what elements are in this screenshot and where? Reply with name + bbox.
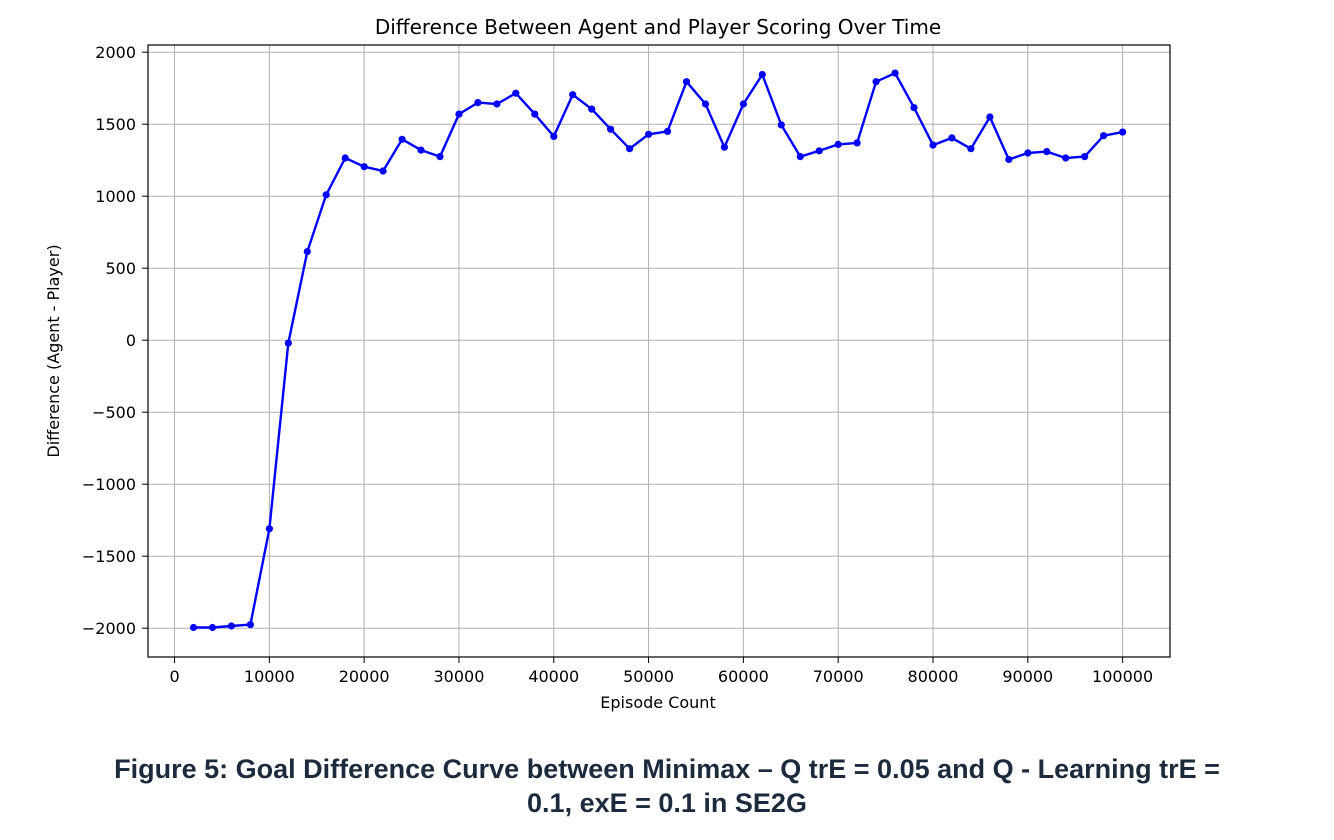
data-point — [550, 132, 558, 140]
data-point — [436, 153, 444, 161]
data-point — [777, 121, 785, 129]
x-tick-label: 60000 — [718, 667, 769, 686]
x-tick-label: 70000 — [813, 667, 864, 686]
data-point — [986, 113, 994, 121]
data-point — [189, 623, 198, 632]
data-point — [834, 140, 842, 148]
caption-line-2: 0.1, exE = 0.1 in SE2G — [527, 788, 807, 818]
data-point — [246, 621, 254, 629]
data-point — [645, 130, 653, 138]
x-tick-label: 30000 — [434, 667, 485, 686]
chart-title: Difference Between Agent and Player Scor… — [375, 15, 941, 39]
data-point — [284, 339, 292, 347]
x-tick-label: 100000 — [1092, 667, 1153, 686]
y-tick-label: 0 — [126, 331, 136, 350]
x-tick-label: 40000 — [528, 667, 579, 686]
data-point — [1062, 154, 1070, 162]
data-point — [569, 91, 577, 99]
y-tick-label: −1500 — [82, 547, 136, 566]
data-point — [341, 154, 349, 162]
data-point — [682, 78, 691, 86]
x-tick-label: 10000 — [244, 667, 295, 686]
x-tick-label: 20000 — [339, 667, 390, 686]
data-point — [701, 100, 710, 108]
data-point — [1100, 132, 1108, 140]
chart-series — [189, 69, 1127, 632]
data-point — [626, 145, 634, 153]
data-point — [1005, 155, 1013, 164]
data-point — [1119, 128, 1127, 136]
data-point — [227, 622, 235, 630]
data-point — [891, 69, 899, 77]
data-point — [815, 147, 823, 155]
data-point — [739, 100, 748, 108]
data-point — [208, 623, 217, 632]
data-point — [796, 153, 804, 161]
series-line — [193, 71, 1123, 629]
data-point — [360, 163, 368, 171]
data-point — [379, 167, 387, 175]
data-point — [1043, 148, 1051, 156]
x-tick-label: 50000 — [623, 667, 674, 686]
figure-caption: Figure 5: Goal Difference Curve between … — [0, 752, 1334, 820]
data-point — [322, 191, 330, 199]
data-point — [303, 248, 311, 256]
data-point — [929, 141, 937, 149]
data-point — [588, 105, 596, 113]
x-tick-label: 90000 — [1002, 667, 1053, 686]
data-point — [474, 99, 482, 107]
data-point — [417, 146, 425, 154]
x-tick-label: 0 — [169, 667, 179, 686]
data-point — [512, 89, 520, 97]
y-axis-ticks: 2000 1500 1000 500 0 −500 −1000 −1500 −2000 — [82, 43, 148, 638]
y-tick-label: 1000 — [95, 187, 136, 206]
caption-line-1: Figure 5: Goal Difference Curve between … — [114, 754, 1220, 784]
x-axis-ticks: 0 10000 20000 30000 40000 50000 60000 70000 8000… — [169, 657, 1153, 686]
y-tick-label: −500 — [92, 403, 136, 422]
data-point — [967, 145, 975, 153]
goal-difference-chart: Difference Between Agent and Player Scor… — [44, 15, 1171, 712]
data-point — [758, 70, 766, 79]
data-point — [398, 135, 406, 143]
data-point — [948, 134, 956, 142]
x-tick-label: 80000 — [908, 667, 959, 686]
y-tick-label: 1500 — [95, 115, 136, 134]
data-point — [1024, 149, 1032, 157]
data-point — [1081, 153, 1089, 161]
data-point — [663, 127, 672, 135]
x-axis-label: Episode Count — [600, 693, 715, 712]
y-tick-label: 2000 — [95, 43, 136, 62]
data-point — [493, 100, 501, 108]
data-point — [531, 110, 539, 118]
y-tick-label: −2000 — [82, 619, 136, 638]
data-point — [853, 139, 861, 147]
y-tick-label: −1000 — [82, 475, 136, 494]
y-axis-label: Difference (Agent - Player) — [44, 244, 63, 457]
plot-frame — [147, 44, 1171, 658]
data-point — [872, 78, 880, 86]
data-point — [455, 110, 463, 118]
data-point — [910, 104, 918, 112]
y-tick-label: 500 — [105, 259, 136, 278]
data-point — [607, 125, 615, 133]
data-point — [265, 525, 273, 533]
chart-grid — [148, 45, 1170, 657]
data-point — [720, 143, 729, 151]
